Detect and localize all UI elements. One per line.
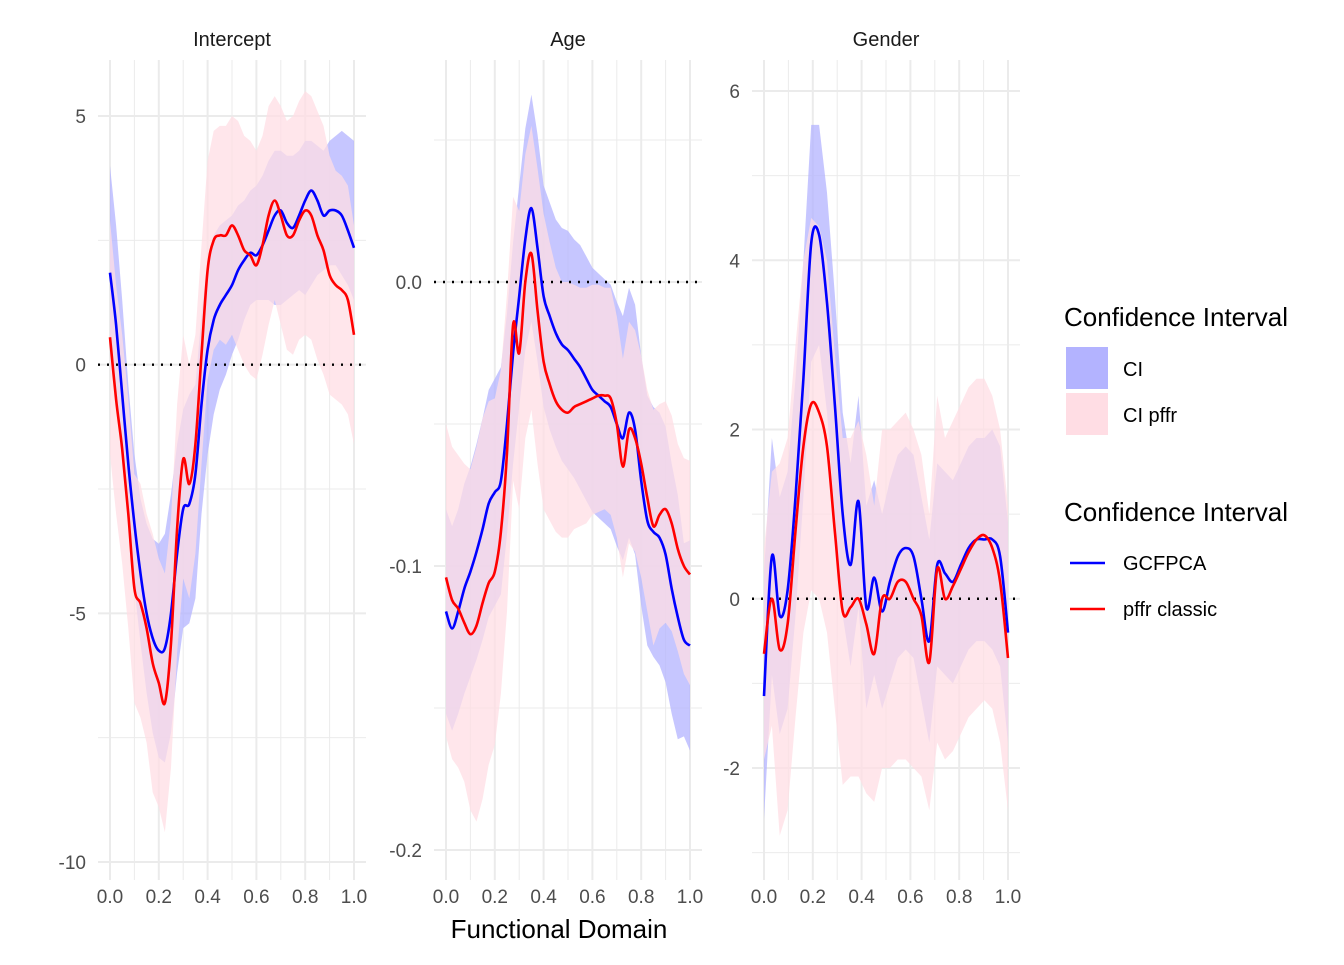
facet-intercept: Intercept 5 0 -5 -10 0.0 0.2 0.4 0.6 0.8 1.0 (59, 29, 368, 908)
pffr-line (444, 251, 692, 636)
x-tick-label: 0.6 (243, 887, 269, 908)
facet-title: Age (550, 29, 586, 51)
x-tick-label: 0.2 (800, 887, 826, 908)
gcfpca-line (762, 225, 1010, 697)
facet-age: Age 0.0 -0.1 -0.2 0.0 0.2 0.4 0.6 0.8 1.0 (389, 29, 703, 908)
x-tick-label: 0.2 (146, 887, 172, 908)
x-tick-label: 0.2 (482, 887, 508, 908)
y-tick-label: 0 (729, 590, 740, 611)
y-tick-label: -5 (69, 604, 86, 625)
pffr-line (762, 400, 1010, 665)
x-tick-label: 1.0 (995, 887, 1021, 908)
x-tick-label: 1.0 (677, 887, 703, 908)
x-tick-label: 0.8 (628, 887, 654, 908)
x-tick-label: 0.8 (292, 887, 318, 908)
legend-swatch-ci (1066, 347, 1108, 389)
y-tick-label: -0.2 (389, 841, 422, 862)
pffr-line (108, 199, 356, 706)
ci-pffr-band (764, 217, 1008, 836)
x-tick-label: 0.8 (946, 887, 972, 908)
y-tick-label: 0 (75, 356, 86, 377)
x-tick-label: 0.4 (194, 887, 221, 908)
y-tick-label: 5 (75, 107, 86, 128)
legend-fill-title: Confidence Interval (1064, 302, 1288, 332)
y-tick-label: -2 (723, 759, 740, 780)
x-tick-label: 0.6 (897, 887, 923, 908)
facet-gender: Gender 6 4 2 0 -2 0.0 0.2 0.4 0.6 0.8 1.0 (723, 29, 1021, 908)
y-tick-label: 6 (729, 82, 740, 103)
legend-label-ci-pffr: CI pffr (1123, 405, 1177, 427)
y-tick-label: 2 (729, 421, 740, 442)
gcfpca-line (444, 206, 691, 647)
x-tick-label: 0.0 (433, 887, 459, 908)
y-tick-label: 0.0 (396, 273, 422, 294)
y-tick-label: -0.1 (389, 557, 422, 578)
x-tick-label: 0.4 (530, 887, 557, 908)
x-tick-label: 0.0 (97, 887, 123, 908)
legend-label-pffr: pffr classic (1123, 599, 1217, 621)
x-tick-label: 1.0 (341, 887, 367, 908)
y-tick-label: -10 (59, 853, 86, 874)
y-tick-label: 4 (729, 251, 740, 272)
legend-swatch-ci-pffr (1066, 393, 1108, 435)
x-tick-label: 0.0 (751, 887, 777, 908)
x-tick-label: 0.6 (579, 887, 605, 908)
gcfpca-line (108, 189, 356, 654)
facet-title: Intercept (193, 29, 271, 51)
legend-line-title: Confidence Interval (1064, 497, 1288, 527)
facet-title: Gender (853, 29, 920, 51)
legend-label-gcfpca: GCFPCA (1123, 553, 1207, 575)
legend-label-ci: CI (1123, 359, 1143, 381)
x-tick-label: 0.4 (848, 887, 875, 908)
ci-pffr-band (446, 125, 690, 822)
legend: Confidence Interval CI CI pffr Confidence I… (1064, 302, 1288, 621)
x-axis-title: Functional Domain (451, 914, 668, 944)
